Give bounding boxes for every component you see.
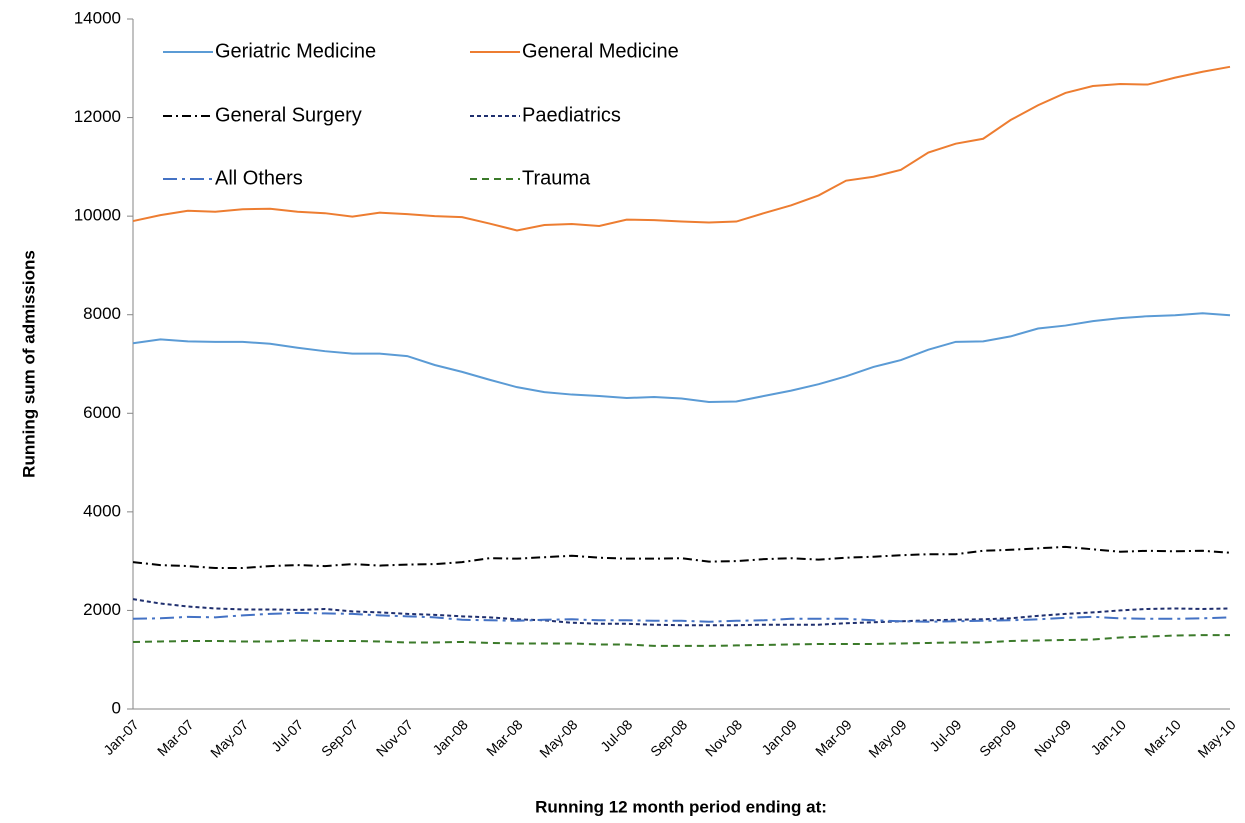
y-tick-label: 12000 xyxy=(74,107,121,126)
y-axis-title: Running sum of admissions xyxy=(19,250,38,478)
y-tick-label: 0 xyxy=(112,698,121,717)
y-tick-label: 4000 xyxy=(83,501,121,520)
x-tick-label: Mar-08 xyxy=(483,716,526,759)
series-line xyxy=(132,634,1230,647)
x-tick-label: May-08 xyxy=(536,716,580,760)
x-tick-label: Jan-07 xyxy=(100,716,142,758)
y-tick-label: 2000 xyxy=(83,600,121,619)
x-tick-label: Sep-07 xyxy=(318,716,361,759)
series-line xyxy=(132,545,1231,570)
y-tick-label: 14000 xyxy=(74,8,121,27)
x-tick-label: Sep-08 xyxy=(647,716,690,759)
x-tick-label: Nov-07 xyxy=(373,716,416,759)
y-tick-label: 8000 xyxy=(83,304,121,323)
x-tick-label: Mar-09 xyxy=(812,716,855,759)
series-line xyxy=(132,611,1231,623)
x-tick-label: Jul-09 xyxy=(926,716,964,754)
y-tick-label: 10000 xyxy=(74,206,121,225)
x-tick-label: Mar-10 xyxy=(1141,716,1184,759)
legend-label: Geriatric Medicine xyxy=(215,40,376,62)
series-line xyxy=(132,65,1231,232)
x-tick-label: May-10 xyxy=(1194,716,1238,760)
x-tick-label: Jan-10 xyxy=(1087,716,1129,758)
y-tick-label: 6000 xyxy=(83,403,121,422)
legend-label: Paediatrics xyxy=(522,104,621,126)
x-tick-label: Jul-08 xyxy=(597,716,635,754)
legend-label: Trauma xyxy=(522,167,591,189)
x-tick-label: May-09 xyxy=(865,716,909,760)
x-tick-label: Jan-09 xyxy=(758,716,800,758)
x-tick-label: Jul-07 xyxy=(268,716,306,754)
legend-label: All Others xyxy=(215,167,303,189)
x-tick-label: Sep-09 xyxy=(976,716,1019,759)
series-line xyxy=(132,598,1231,627)
x-tick-label: May-07 xyxy=(207,716,251,760)
x-tick-label: Nov-09 xyxy=(1031,716,1074,759)
x-axis-title: Running 12 month period ending at: xyxy=(535,797,827,816)
x-tick-label: Mar-07 xyxy=(154,716,197,759)
x-tick-label: Jan-08 xyxy=(429,716,471,758)
legend-label: General Surgery xyxy=(215,104,362,126)
legend-label: General Medicine xyxy=(522,40,679,62)
series-line xyxy=(132,312,1231,403)
x-tick-label: Nov-08 xyxy=(702,716,745,759)
